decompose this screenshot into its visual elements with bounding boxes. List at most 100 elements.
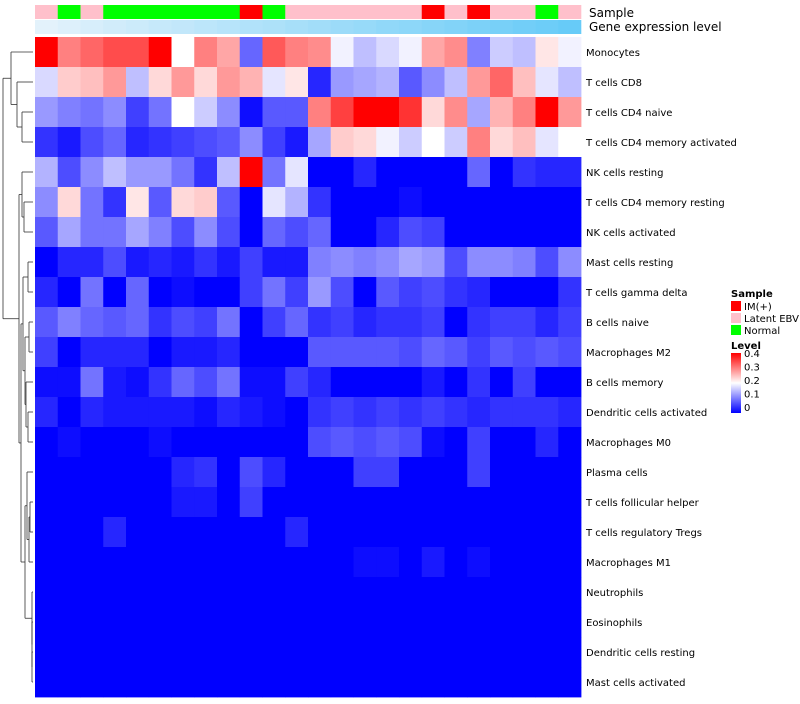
heatmap-cell <box>376 187 400 218</box>
heatmap-cell <box>126 277 150 308</box>
heatmap-cell <box>376 637 400 668</box>
row-label: NK cells resting <box>586 168 663 179</box>
heatmap-cell <box>353 187 377 218</box>
heatmap-cell <box>467 397 491 428</box>
heatmap-cell <box>421 487 445 518</box>
legend-level-tick: 0.2 <box>744 376 760 387</box>
heatmap-cell <box>330 97 354 128</box>
heatmap-cell <box>467 667 491 698</box>
heatmap-cell <box>239 127 263 158</box>
heatmap-cell <box>376 67 400 98</box>
heatmap-cell <box>148 277 172 308</box>
heatmap-cell <box>535 247 559 278</box>
expression-annotation-cell <box>467 20 491 34</box>
sample-annotation-cell <box>330 5 354 19</box>
heatmap-cell <box>558 397 582 428</box>
row-label: Mast cells resting <box>586 258 673 269</box>
legend-level-colorbar <box>731 353 741 413</box>
heatmap-cell <box>444 277 468 308</box>
heatmap-cell <box>285 367 309 398</box>
heatmap-cell <box>285 307 309 338</box>
heatmap-cell <box>285 337 309 368</box>
heatmap-cell <box>103 577 127 608</box>
heatmap-cell <box>126 367 150 398</box>
heatmap-cell <box>535 427 559 458</box>
heatmap-cell <box>126 427 150 458</box>
heatmap-cell <box>376 37 400 68</box>
heatmap-cell <box>558 607 582 638</box>
heatmap-cell <box>171 487 195 518</box>
heatmap-cell <box>558 97 582 128</box>
sample-annotation-cell <box>80 5 104 19</box>
heatmap-cell <box>80 187 104 218</box>
heatmap-cell <box>444 487 468 518</box>
heatmap-cell <box>217 247 241 278</box>
heatmap-cell <box>444 367 468 398</box>
expression-annotation-cell <box>421 20 445 34</box>
heatmap-cell <box>148 37 172 68</box>
heatmap-cell <box>285 517 309 548</box>
expression-annotation-cell <box>535 20 559 34</box>
heatmap-cell <box>285 577 309 608</box>
heatmap-cell <box>535 157 559 188</box>
heatmap-cell <box>308 157 332 188</box>
heatmap-cell <box>330 517 354 548</box>
heatmap-cell <box>490 607 514 638</box>
heatmap-cell <box>376 427 400 458</box>
heatmap-cell <box>467 517 491 548</box>
heatmap-cell <box>558 367 582 398</box>
heatmap-cell <box>353 397 377 428</box>
heatmap-cell <box>285 97 309 128</box>
heatmap-cell <box>239 37 263 68</box>
sample-annotation-cell <box>399 5 423 19</box>
heatmap-cell <box>103 337 127 368</box>
heatmap-cell <box>421 397 445 428</box>
heatmap-cell <box>421 337 445 368</box>
heatmap-cell <box>308 277 332 308</box>
heatmap-cell <box>126 637 150 668</box>
heatmap-cell <box>558 187 582 218</box>
heatmap-cell <box>330 277 354 308</box>
heatmap-cell <box>239 217 263 248</box>
heatmap-cell <box>194 667 218 698</box>
heatmap-cell <box>285 457 309 488</box>
heatmap-cell <box>421 547 445 578</box>
row-label: Plasma cells <box>586 468 648 479</box>
heatmap-cell <box>512 337 536 368</box>
heatmap-cell <box>171 367 195 398</box>
heatmap-cell <box>262 367 286 398</box>
legend-level-title: Level <box>731 341 761 352</box>
heatmap-cell <box>444 307 468 338</box>
heatmap-cell <box>171 427 195 458</box>
heatmap-cell <box>148 547 172 578</box>
heatmap-cell <box>239 607 263 638</box>
heatmap-cell <box>353 97 377 128</box>
heatmap-cell <box>353 637 377 668</box>
heatmap-cell <box>376 667 400 698</box>
heatmap-cell <box>308 337 332 368</box>
heatmap-cell <box>399 577 423 608</box>
heatmap-cell <box>239 337 263 368</box>
heatmap-cell <box>399 217 423 248</box>
heatmap-cell <box>512 277 536 308</box>
row-label: T cells gamma delta <box>585 288 687 299</box>
heatmap-cell <box>80 607 104 638</box>
legend-level-tick: 0.1 <box>744 390 760 401</box>
heatmap-cell <box>35 157 59 188</box>
heatmap-cell <box>171 577 195 608</box>
sample-annotation-cell <box>57 5 81 19</box>
heatmap-cell <box>421 517 445 548</box>
heatmap-cell <box>57 457 81 488</box>
heatmap-cell <box>80 427 104 458</box>
row-label: T cells CD4 naive <box>585 108 672 119</box>
sample-annotation-cell <box>558 5 582 19</box>
heatmap-cell <box>239 517 263 548</box>
heatmap-cell <box>444 427 468 458</box>
heatmap-cell <box>217 367 241 398</box>
heatmap-cell <box>171 637 195 668</box>
heatmap-cell <box>57 367 81 398</box>
heatmap-cell <box>57 517 81 548</box>
heatmap-cell <box>217 457 241 488</box>
heatmap-cell <box>353 307 377 338</box>
heatmap-cell <box>490 247 514 278</box>
